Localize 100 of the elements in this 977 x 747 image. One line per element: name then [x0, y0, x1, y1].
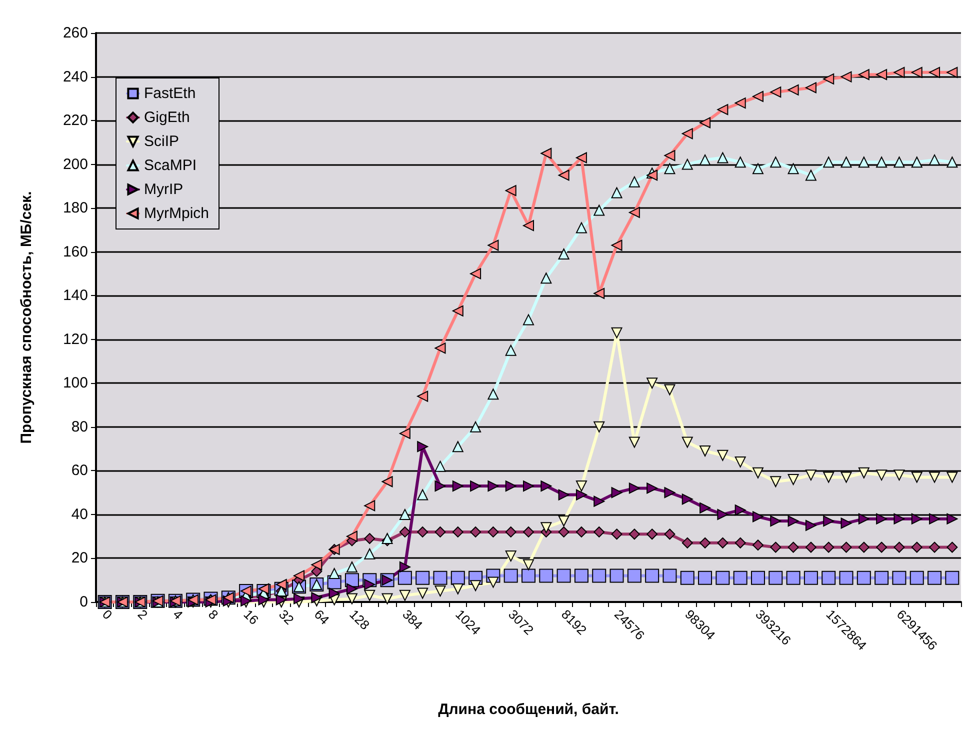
x-tick-label: 32	[276, 606, 297, 628]
point	[611, 528, 622, 540]
point	[840, 542, 852, 553]
point	[611, 487, 622, 498]
point	[856, 570, 871, 585]
point	[700, 502, 711, 514]
point	[523, 526, 534, 538]
point	[805, 542, 816, 553]
point	[592, 568, 606, 583]
point	[858, 156, 870, 168]
point	[594, 526, 605, 538]
point	[434, 586, 446, 597]
point	[523, 559, 534, 570]
point	[488, 480, 499, 492]
point	[452, 480, 464, 492]
y-tick-label: 260	[62, 24, 88, 42]
point	[717, 152, 728, 164]
point	[946, 156, 958, 168]
point	[768, 570, 783, 585]
point	[540, 272, 552, 284]
point	[700, 154, 711, 166]
point	[788, 163, 799, 174]
point	[929, 542, 940, 553]
point	[364, 578, 376, 590]
point	[788, 84, 799, 96]
point	[328, 568, 340, 580]
point	[417, 390, 428, 402]
point	[505, 526, 516, 538]
point	[700, 445, 711, 456]
point	[417, 441, 428, 452]
point	[346, 593, 358, 604]
point	[946, 542, 958, 553]
point	[258, 594, 270, 606]
point	[894, 156, 905, 168]
point	[488, 576, 499, 588]
y-tick-label: 220	[62, 112, 88, 130]
point	[804, 570, 818, 585]
x-tick-label: 128	[346, 606, 373, 633]
point	[416, 570, 430, 585]
point	[488, 388, 499, 400]
point	[770, 516, 782, 527]
point	[628, 482, 640, 494]
point	[452, 441, 464, 452]
y-tick-label: 20	[71, 550, 88, 567]
point	[788, 516, 799, 527]
point	[717, 508, 728, 520]
point	[839, 570, 854, 585]
point	[717, 104, 728, 116]
point	[505, 185, 516, 196]
point	[594, 496, 605, 507]
point	[470, 421, 482, 432]
point	[823, 156, 834, 168]
point	[576, 489, 587, 500]
point	[752, 511, 764, 522]
point	[805, 170, 816, 181]
y-tick-label: 160	[62, 243, 88, 260]
y-tick-label: 60	[71, 462, 88, 480]
point	[522, 568, 536, 583]
legend-label: ScaMPI	[144, 157, 197, 174]
point	[840, 518, 852, 529]
point	[823, 472, 834, 483]
point	[929, 472, 940, 483]
point	[946, 472, 958, 483]
y-tick-label: 120	[62, 330, 88, 348]
point	[399, 508, 410, 520]
point	[364, 533, 376, 544]
point	[540, 480, 552, 492]
point	[399, 561, 410, 572]
point	[945, 570, 960, 585]
x-tick-label: 4	[170, 606, 186, 622]
point	[929, 154, 940, 166]
point	[470, 480, 482, 492]
point	[646, 528, 658, 540]
point	[805, 520, 816, 531]
point	[750, 570, 765, 585]
point	[294, 593, 305, 604]
point	[382, 593, 393, 604]
point	[558, 526, 570, 538]
point	[840, 472, 852, 483]
point	[276, 594, 287, 606]
point	[364, 548, 376, 560]
y-tick-label: 100	[62, 374, 88, 392]
y-tick-label: 180	[62, 200, 88, 217]
point	[505, 480, 516, 492]
point	[894, 66, 905, 78]
point	[558, 248, 570, 260]
point	[594, 288, 605, 299]
point	[858, 513, 870, 524]
point	[328, 588, 340, 599]
point	[910, 570, 924, 585]
point	[894, 513, 905, 524]
point	[382, 476, 393, 488]
point	[664, 163, 676, 174]
y-tick-label: 200	[62, 156, 88, 173]
point	[823, 542, 834, 553]
point	[717, 450, 728, 461]
point	[698, 570, 712, 585]
point	[611, 240, 622, 251]
point	[558, 170, 570, 181]
point	[645, 568, 660, 583]
